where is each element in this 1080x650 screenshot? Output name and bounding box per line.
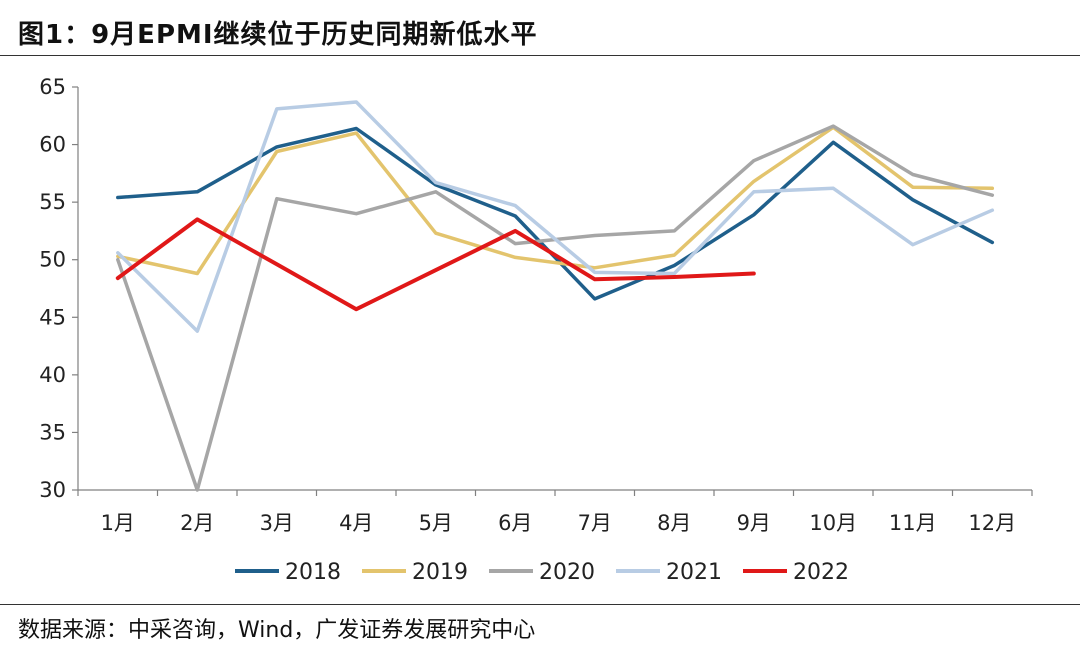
- y-tick-label: 40: [39, 363, 66, 387]
- x-tick-label: 1月: [101, 511, 135, 535]
- line-chart: 30 35 40 45 50 55 60 65 1月 2月 3月 4月 5月 6月 7月 8月 9月 10月 11月…: [39, 75, 1033, 585]
- legend-label-2019: 2019: [412, 560, 468, 585]
- y-tick-label: 35: [39, 420, 66, 444]
- chart-axes: 30 35 40 45 50 55 60 65 1月 2月 3月 4月 5月 6月 7月 8月 9月 10月 11月…: [39, 75, 1033, 535]
- x-tick-label: 10月: [809, 511, 857, 535]
- x-tick-label: 9月: [737, 511, 771, 535]
- legend-label-2018: 2018: [285, 560, 341, 585]
- y-tick-label: 60: [39, 133, 66, 157]
- y-tick-label: 65: [39, 75, 66, 99]
- x-tick-label: 3月: [260, 511, 294, 535]
- x-tick-label: 6月: [498, 511, 532, 535]
- y-tick-label: 55: [39, 190, 66, 214]
- x-tick-label: 5月: [419, 511, 453, 535]
- series-line-2019: [116, 125, 995, 276]
- y-tick-label: 45: [39, 305, 66, 329]
- series-line-2022: [115, 217, 756, 312]
- source-divider: [0, 604, 1080, 605]
- x-tick-label: 7月: [578, 511, 612, 535]
- x-tick-label: 11月: [889, 511, 937, 535]
- source-note: 数据来源：中采咨询，Wind，广发证券发展研究中心: [18, 618, 536, 643]
- series-line-2020: [116, 124, 995, 492]
- legend-label-2020: 2020: [539, 560, 595, 585]
- x-tick-label: 8月: [657, 511, 691, 535]
- series-line-2018: [116, 126, 995, 301]
- x-tick-label: 2月: [180, 511, 214, 535]
- y-tick-label: 50: [39, 248, 66, 272]
- chart-title: 图1：9月EPMI继续位于历史同期新低水平: [18, 20, 538, 50]
- chart-legend: 2018 2019 2020 2021 2022: [235, 560, 849, 585]
- x-tick-label: 4月: [339, 511, 373, 535]
- legend-label-2021: 2021: [666, 560, 722, 585]
- chart-series: [115, 100, 995, 492]
- legend-label-2022: 2022: [793, 560, 849, 585]
- y-tick-label: 30: [39, 478, 66, 502]
- series-line-2021: [116, 100, 995, 333]
- x-tick-label: 12月: [968, 511, 1016, 535]
- title-divider: [0, 55, 1080, 56]
